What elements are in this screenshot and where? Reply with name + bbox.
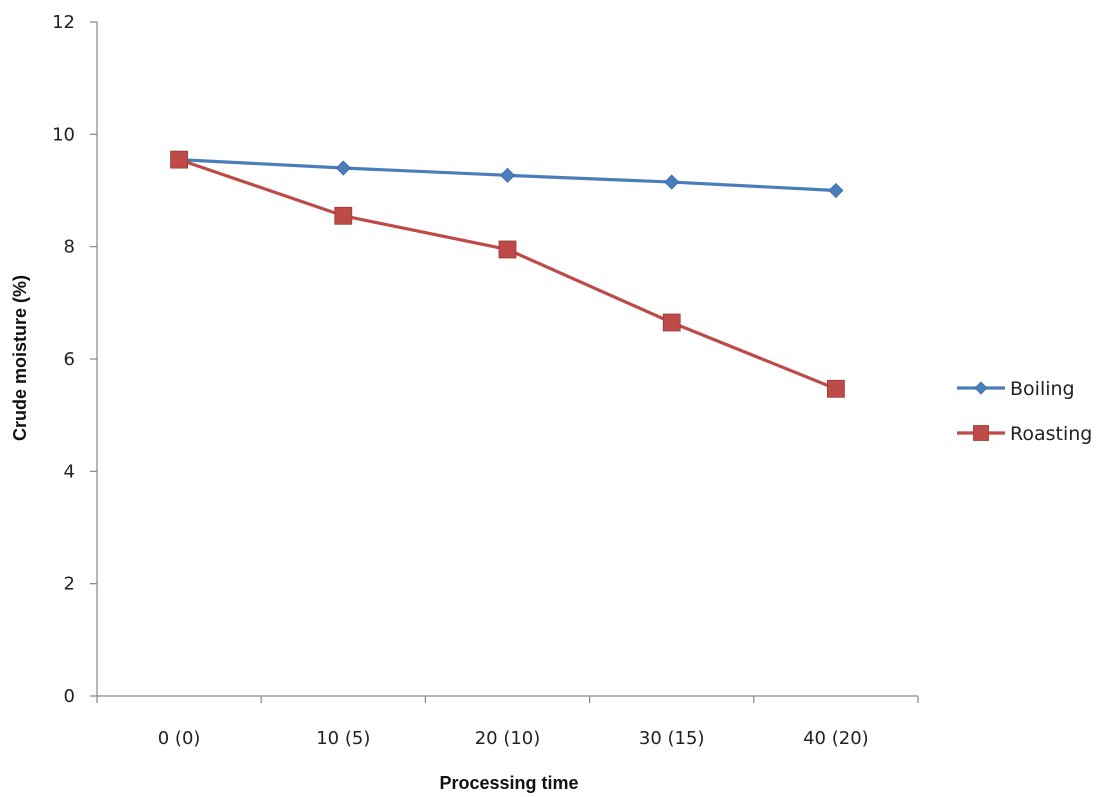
data-point — [334, 206, 353, 225]
series-roasting — [170, 150, 845, 398]
series-layer — [170, 150, 845, 398]
y-tick-label: 4 — [64, 461, 75, 482]
data-point — [664, 174, 680, 190]
legend-label: Boiling — [1010, 378, 1075, 400]
y-tick-label: 12 — [52, 12, 75, 33]
y-tick-label: 6 — [64, 349, 75, 370]
series-line — [178, 158, 837, 391]
data-point — [498, 240, 517, 259]
y-tick-label: 10 — [52, 124, 75, 145]
x-tick-label: 0 (0) — [158, 728, 201, 749]
y-tick-label: 8 — [64, 237, 75, 258]
data-point — [827, 379, 845, 398]
legend-item-boiling: Boiling — [957, 378, 1075, 400]
legend-label: Roasting — [1010, 423, 1092, 445]
axes: 0 2 4 6 8 10 12 0 (0) 10 (5) 20 (10) 30 (15) 40 (20… — [52, 12, 919, 749]
legend-marker — [974, 381, 988, 395]
y-tick-label: 2 — [64, 574, 75, 595]
axis-labels: Processing time Crude moisture (%) — [10, 275, 579, 793]
x-tick-label: 20 (10) — [475, 728, 541, 749]
legend-item-roasting: Roasting — [957, 423, 1092, 445]
legend-marker — [973, 425, 989, 441]
x-tick-label: 30 (15) — [639, 728, 705, 749]
data-point — [499, 167, 516, 183]
y-tick-label: 0 — [64, 686, 75, 707]
data-point — [335, 160, 351, 176]
data-point — [828, 182, 844, 199]
data-point — [170, 150, 189, 169]
y-axis-title: Crude moisture (%) — [10, 275, 30, 441]
legend: Boiling Roasting — [957, 378, 1092, 445]
x-axis-title: Processing time — [439, 773, 578, 793]
x-tick-label: 10 (5) — [316, 728, 370, 749]
x-tick-label: 40 (20) — [803, 728, 869, 749]
data-point — [662, 313, 681, 332]
